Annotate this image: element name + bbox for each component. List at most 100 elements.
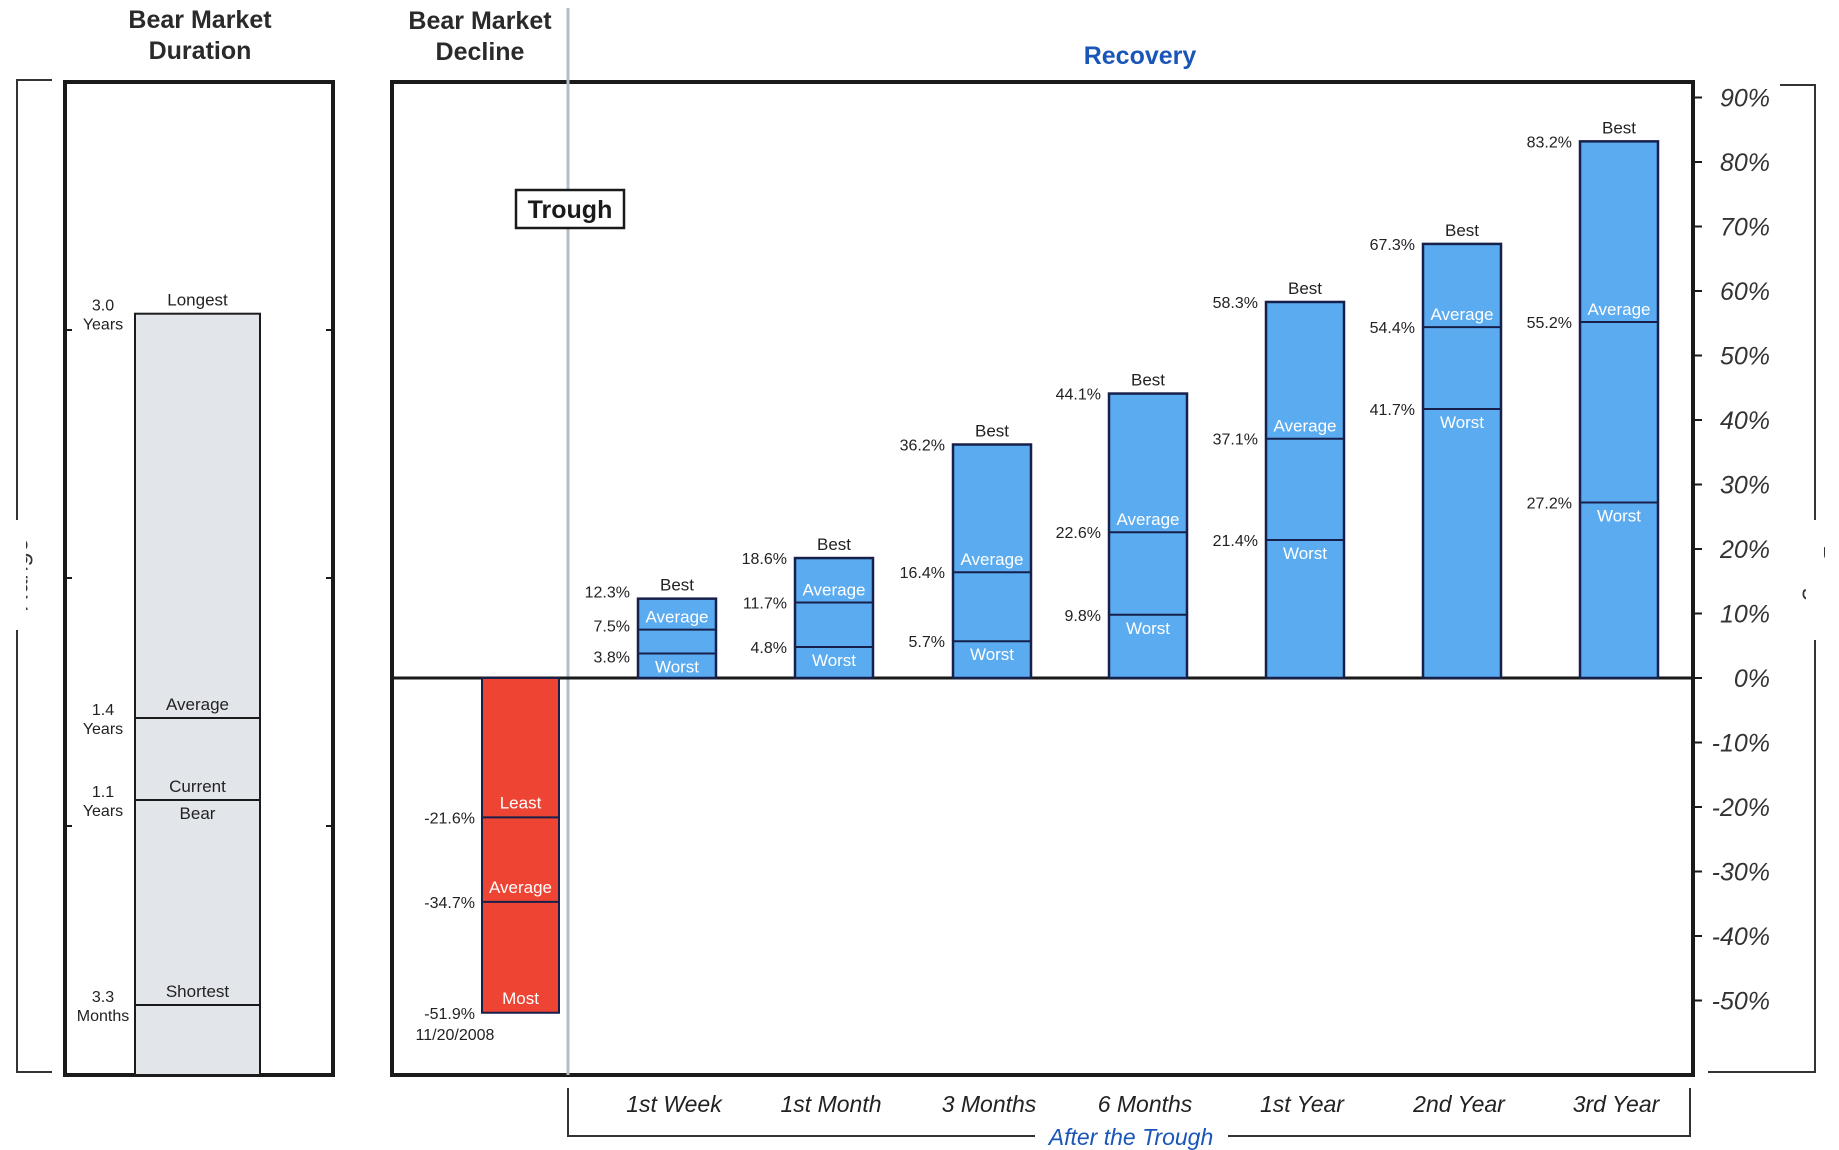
- best-value-label: 67.3%: [1370, 237, 1415, 254]
- decline-date-label: 11/20/2008: [416, 1027, 495, 1044]
- average-label: Average: [1273, 417, 1336, 436]
- average-label: Average: [1587, 300, 1650, 319]
- y-tick-label: -10%: [1712, 730, 1770, 758]
- worst-value-label: 27.2%: [1527, 496, 1572, 513]
- decline-series-name: Least: [500, 793, 542, 812]
- average-value-label: 37.1%: [1213, 432, 1258, 449]
- decline-value-label: -21.6%: [424, 810, 475, 827]
- x-category-label: 2nd Year: [1412, 1091, 1506, 1117]
- y-tick-label: -40%: [1712, 923, 1770, 951]
- average-label: Average: [1430, 305, 1493, 324]
- average-value-label: 7.5%: [594, 619, 630, 636]
- duration-value-label: 1.1: [92, 784, 114, 801]
- y-tick-label: 40%: [1720, 407, 1770, 435]
- right-range-gap: [1806, 520, 1824, 640]
- duration-marker-label: Average: [166, 695, 229, 714]
- left-range-gap: [10, 520, 26, 630]
- y-tick-label: 10%: [1720, 601, 1770, 629]
- average-value-label: 54.4%: [1370, 320, 1415, 337]
- average-label: Average: [960, 550, 1023, 569]
- y-tick-label: 60%: [1720, 278, 1770, 306]
- recovery-bar: [951, 443, 1033, 680]
- worst-label: Worst: [1126, 619, 1170, 638]
- worst-label: Worst: [970, 645, 1014, 664]
- recovery-bar: [1578, 140, 1660, 680]
- decline-bar: [481, 677, 560, 1014]
- duration-value-label: 3.0: [92, 298, 114, 315]
- y-tick-label: 50%: [1720, 343, 1770, 371]
- worst-label: Worst: [655, 657, 699, 676]
- worst-value-label: 3.8%: [594, 649, 630, 666]
- average-value-label: 22.6%: [1056, 525, 1101, 542]
- best-label: Best: [660, 576, 694, 595]
- recovery-bar: [1421, 242, 1503, 680]
- trough-box: [514, 188, 626, 230]
- duration-marker-label: Longest: [167, 291, 228, 310]
- trough-label: Trough: [528, 196, 613, 224]
- duration-marker-label: Current: [169, 777, 226, 796]
- worst-value-label: 5.7%: [909, 634, 945, 651]
- average-value-label: 55.2%: [1527, 315, 1572, 332]
- x-category-label: 1st Week: [626, 1091, 723, 1117]
- worst-value-label: 4.8%: [751, 640, 787, 657]
- decline-header: Bear Market Decline: [408, 7, 552, 66]
- duration-value-label: Years: [83, 803, 123, 820]
- best-value-label: 58.3%: [1213, 295, 1258, 312]
- best-value-label: 83.2%: [1527, 134, 1572, 151]
- average-label: Average: [802, 581, 865, 600]
- decline-series-name: Most: [502, 989, 539, 1008]
- y-tick-label: 30%: [1720, 472, 1770, 500]
- average-label: Average: [1116, 510, 1179, 529]
- x-category-label: 1st Month: [781, 1091, 882, 1117]
- duration-bar: [134, 312, 261, 1076]
- duration-value-label: Years: [83, 317, 123, 334]
- worst-value-label: 9.8%: [1065, 608, 1101, 625]
- best-value-label: 44.1%: [1056, 387, 1101, 404]
- decline-series-name: Average: [489, 878, 552, 897]
- recovery-bar: [636, 597, 718, 680]
- duration-value-label: Years: [83, 721, 123, 738]
- decline-value-label: -34.7%: [424, 895, 475, 912]
- worst-value-label: 41.7%: [1370, 402, 1415, 419]
- best-label: Best: [817, 535, 851, 554]
- y-tick-label: 70%: [1720, 214, 1770, 242]
- duration-header: Bear Market Duration: [128, 6, 272, 65]
- after-trough-label: After the Trough: [1047, 1124, 1214, 1150]
- best-value-label: 12.3%: [585, 585, 630, 602]
- y-tick-label: 90%: [1720, 85, 1770, 113]
- recovery-bar: [793, 556, 875, 680]
- recovery-header: Recovery: [1083, 42, 1197, 70]
- x-category-label: 6 Months: [1098, 1091, 1193, 1117]
- y-tick-label: -50%: [1712, 988, 1770, 1016]
- best-label: Best: [1288, 279, 1322, 298]
- worst-label: Worst: [1283, 544, 1327, 563]
- worst-label: Worst: [1440, 413, 1484, 432]
- x-category-label: 3 Months: [942, 1091, 1037, 1117]
- y-tick-label: -20%: [1712, 794, 1770, 822]
- x-category-label: 1st Year: [1260, 1091, 1345, 1117]
- best-label: Best: [1131, 371, 1165, 390]
- y-tick-label: 0%: [1734, 665, 1770, 693]
- average-value-label: 16.4%: [900, 565, 945, 582]
- after-trough-bracket-right: [1228, 1088, 1691, 1137]
- duration-value-label: 1.4: [92, 702, 114, 719]
- y-tick-label: 80%: [1720, 149, 1770, 177]
- average-value-label: 11.7%: [743, 596, 787, 613]
- duration-value-label: 3.3: [92, 989, 114, 1006]
- recovery-bar: [1107, 392, 1189, 680]
- best-label: Best: [1445, 221, 1479, 240]
- x-category-label: 3rd Year: [1573, 1091, 1661, 1117]
- best-label: Best: [975, 422, 1009, 441]
- duration-marker-label: Shortest: [166, 982, 230, 1001]
- average-label: Average: [645, 608, 708, 627]
- best-value-label: 18.6%: [742, 551, 787, 568]
- after-trough-bracket-left: [567, 1088, 1035, 1137]
- best-value-label: 36.2%: [900, 438, 945, 455]
- duration-value-label: Months: [77, 1008, 129, 1025]
- worst-label: Worst: [1597, 507, 1641, 526]
- duration-marker-label: Bear: [180, 804, 216, 823]
- worst-value-label: 21.4%: [1213, 533, 1258, 550]
- best-label: Best: [1602, 118, 1636, 137]
